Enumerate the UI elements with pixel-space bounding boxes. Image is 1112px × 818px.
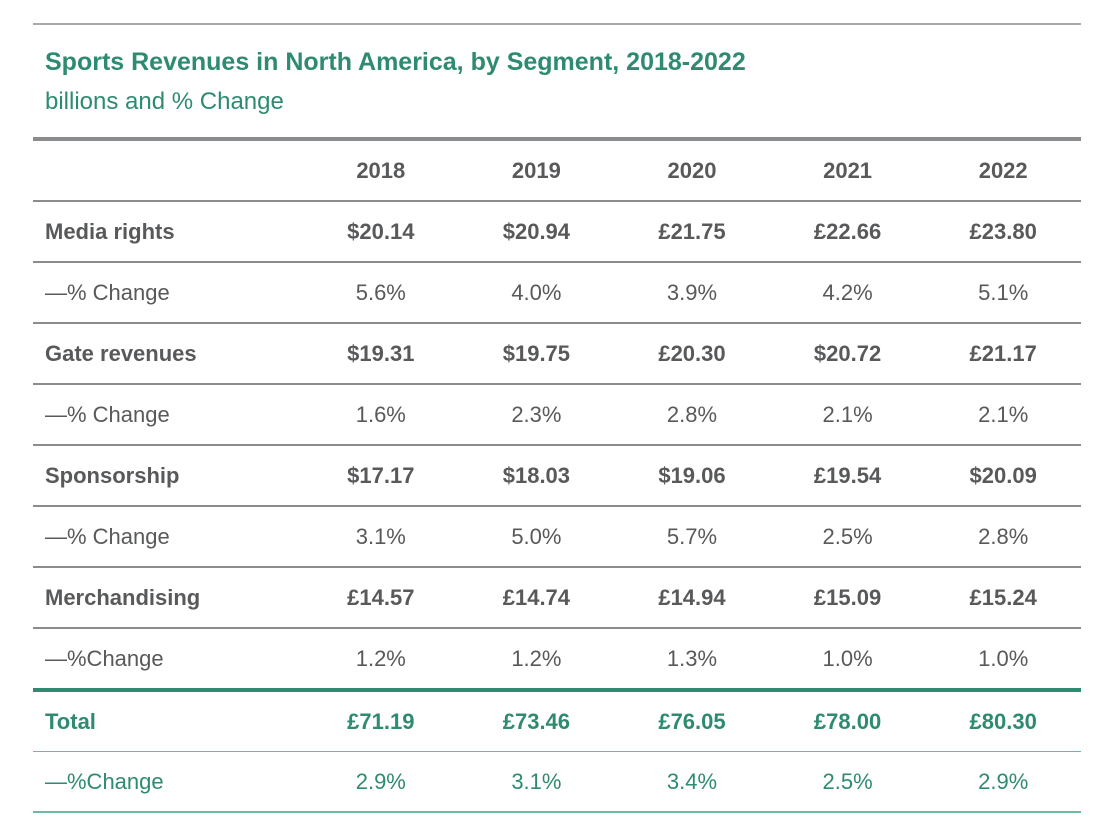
table-cell: 2.5% [769, 751, 926, 813]
chart-subtitle: billions and % Change [45, 88, 284, 115]
table-cell: £80.30 [925, 690, 1081, 752]
table-row: —%Change 1.2% 1.2% 1.3% 1.0% 1.0% [33, 628, 1081, 692]
table-cell: 4.2% [769, 262, 926, 324]
table-cell: $17.17 [303, 445, 459, 507]
table-cell: 1.0% [769, 628, 926, 692]
table-cell: $20.72 [769, 323, 926, 385]
table-cell: 1.0% [925, 628, 1081, 692]
table-cell: 2.9% [925, 751, 1081, 813]
row-label: Media rights [33, 201, 303, 263]
table-cell: £76.05 [614, 690, 770, 752]
revenue-table: 2018 2019 2020 2021 2022 Media rights $20… [33, 141, 1081, 813]
table-cell: $20.09 [925, 445, 1081, 507]
header-row: 2018 2019 2020 2021 2022 [33, 141, 1081, 202]
table-cell: 3.1% [303, 506, 459, 568]
row-label: —%Change [33, 628, 303, 692]
table-cell: £20.30 [614, 323, 770, 385]
row-label: —% Change [33, 262, 303, 324]
table-cell: $18.03 [458, 445, 615, 507]
table-row: —%Change 2.9% 3.1% 3.4% 2.5% 2.9% [33, 751, 1081, 813]
table-cell: 3.4% [614, 751, 770, 813]
table-cell: 2.9% [303, 751, 459, 813]
table-cell: £14.94 [614, 567, 770, 629]
table-body: Media rights $20.14 $20.94 £21.75 £22.66 £23.… [33, 201, 1081, 813]
table-row: Total £71.19 £73.46 £76.05 £78.00 £80.30 [33, 690, 1081, 752]
table-cell: 5.0% [458, 506, 615, 568]
row-label: Total [33, 690, 303, 752]
table-cell: 2.1% [925, 384, 1081, 446]
table-row: Merchandising £14.57 £14.74 £14.94 £15.09 £15… [33, 567, 1081, 629]
table-cell: $20.14 [303, 201, 459, 263]
chart-title: Sports Revenues in North America, by Seg… [45, 48, 746, 76]
table-cell: £78.00 [769, 690, 926, 752]
table-cell: 2.1% [769, 384, 926, 446]
table-cell: 4.0% [458, 262, 615, 324]
table-cell: £73.46 [458, 690, 615, 752]
row-label: —%Change [33, 751, 303, 813]
table-cell: 2.8% [925, 506, 1081, 568]
table-cell: £15.09 [769, 567, 926, 629]
table-cell: $19.31 [303, 323, 459, 385]
column-header: 2019 [458, 141, 615, 202]
table-row: —% Change 1.6% 2.3% 2.8% 2.1% 2.1% [33, 384, 1081, 446]
row-label: Gate revenues [33, 323, 303, 385]
column-header: 2020 [614, 141, 770, 202]
table-cell: £21.75 [614, 201, 770, 263]
table-cell: £14.74 [458, 567, 615, 629]
header-corner [33, 141, 303, 202]
table-cell: £71.19 [303, 690, 459, 752]
table-cell: 5.1% [925, 262, 1081, 324]
table-cell: $20.94 [458, 201, 615, 263]
table-cell: £15.24 [925, 567, 1081, 629]
table-row: Sponsorship $17.17 $18.03 $19.06 £19.54 $20.0… [33, 445, 1081, 507]
table-cell: 5.7% [614, 506, 770, 568]
table-row: —% Change 5.6% 4.0% 3.9% 4.2% 5.1% [33, 262, 1081, 324]
table-cell: $19.06 [614, 445, 770, 507]
table-cell: £21.17 [925, 323, 1081, 385]
table-cell: $19.75 [458, 323, 615, 385]
table-cell: £22.66 [769, 201, 926, 263]
table-cell: 1.6% [303, 384, 459, 446]
table-cell: 3.9% [614, 262, 770, 324]
row-label: —% Change [33, 384, 303, 446]
row-label: Sponsorship [33, 445, 303, 507]
table-cell: 2.5% [769, 506, 926, 568]
row-label: Merchandising [33, 567, 303, 629]
table-cell: 2.8% [614, 384, 770, 446]
column-header: 2021 [769, 141, 926, 202]
table-row: —% Change 3.1% 5.0% 5.7% 2.5% 2.8% [33, 506, 1081, 568]
table-cell: £14.57 [303, 567, 459, 629]
table-cell: 1.2% [458, 628, 615, 692]
table-cell: 5.6% [303, 262, 459, 324]
table-top-divider [33, 137, 1081, 141]
column-header: 2018 [303, 141, 459, 202]
table-cell: 1.2% [303, 628, 459, 692]
table-cell: £23.80 [925, 201, 1081, 263]
table-cell: 2.3% [458, 384, 615, 446]
table-row: Gate revenues $19.31 $19.75 £20.30 $20.72 £21… [33, 323, 1081, 385]
table-row: Media rights $20.14 $20.94 £21.75 £22.66 £23.… [33, 201, 1081, 263]
column-header: 2022 [925, 141, 1081, 202]
table-cell: 3.1% [458, 751, 615, 813]
top-divider [33, 23, 1081, 25]
table-cell: £19.54 [769, 445, 926, 507]
table-cell: 1.3% [614, 628, 770, 692]
row-label: —% Change [33, 506, 303, 568]
